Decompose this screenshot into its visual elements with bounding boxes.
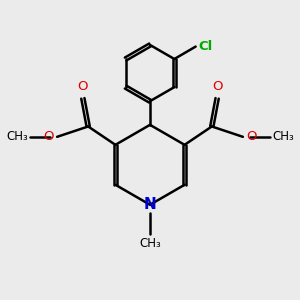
Text: O: O — [43, 130, 54, 143]
Text: CH₃: CH₃ — [139, 237, 161, 250]
Text: O: O — [78, 80, 88, 93]
Text: Cl: Cl — [198, 40, 212, 53]
Text: CH₃: CH₃ — [6, 130, 28, 143]
Text: CH₃: CH₃ — [272, 130, 294, 143]
Text: O: O — [212, 80, 222, 93]
Text: N: N — [144, 197, 156, 212]
Text: O: O — [246, 130, 257, 143]
